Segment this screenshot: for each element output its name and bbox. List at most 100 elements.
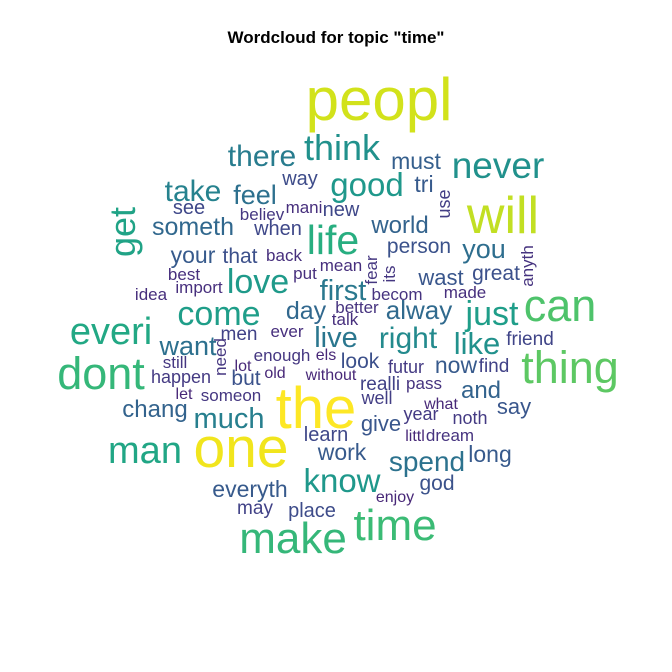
word-day: day [286,297,327,325]
word-futur: futur [388,357,424,377]
word-there: there [228,140,296,173]
word-come: come [177,295,260,333]
word-first: first [320,275,367,307]
word-must: must [391,148,441,174]
word-anyth: anyth [518,245,537,287]
word-well: well [360,388,392,408]
word-like: like [454,326,501,361]
word-you: you [462,234,506,264]
word-year: year [403,404,438,424]
word-need: need [211,338,230,376]
word-made: made [444,283,487,302]
word-work: work [317,439,367,465]
word-time: time [353,501,436,550]
word-love: love [227,263,289,301]
word-import: import [175,278,223,297]
word-great: great [472,262,520,285]
word-without: without [305,367,357,384]
word-someon: someon [201,386,261,405]
word-idea: idea [135,285,168,304]
word-dream: dream [426,426,474,445]
word-take: take [165,175,222,208]
word-someth: someth [152,213,234,241]
word-everi: everi [70,311,152,353]
word-what: what [423,396,458,413]
word-the: the [276,376,357,441]
word-mean: mean [320,256,363,275]
word-believ: believ [240,205,285,224]
word-your: your [171,242,216,268]
word-let: let [176,386,193,403]
word-when: when [253,218,302,240]
word-mani: mani [286,198,323,217]
word-will: will [466,187,539,245]
word-thing: thing [521,342,619,393]
word-make: make [239,514,347,563]
word-good: good [330,166,403,203]
word-happen: happen [151,367,211,387]
word-els: els [316,347,336,364]
word-life: life [307,217,359,263]
word-just: just [465,295,519,333]
word-god: god [419,472,454,495]
word-and: and [461,377,501,404]
word-use: use [434,189,454,218]
word-look: look [341,350,380,373]
word-can: can [524,280,597,331]
word-noth: noth [452,408,487,428]
chart-title: Wordcloud for topic "time" [227,28,445,47]
word-littl: littl [405,428,425,445]
word-tri: tri [414,171,433,197]
word-back: back [266,246,302,265]
word-live: live [314,322,358,354]
word-may: may [237,498,273,519]
word-everyth: everyth [212,476,287,502]
word-friend: friend [506,329,554,350]
word-say: say [497,394,531,419]
word-man: man [108,430,182,472]
word-its: its [380,266,399,283]
word-pass: pass [406,374,442,393]
word-enough: enough [254,346,311,365]
word-alway: alway [386,295,452,325]
word-give: give [361,411,401,436]
word-chang: chang [122,396,187,423]
word-best: best [168,265,200,284]
word-right: right [379,322,438,355]
word-one: one [193,416,288,480]
word-learn: learn [304,424,348,446]
word-think: think [304,127,381,168]
word-old: old [264,365,285,382]
word-men: men [221,324,258,345]
word-spend: spend [389,446,465,477]
word-talk: talk [332,310,359,329]
word-enjoy: enjoy [376,489,414,506]
word-get: get [102,207,143,257]
word-place: place [288,500,336,522]
word-much: much [194,403,265,435]
word-person: person [387,235,451,258]
word-want: want [158,331,217,361]
word-put: put [293,264,317,283]
word-becom: becom [371,285,422,304]
word-wast: wast [417,265,463,290]
word-new: new [323,199,360,221]
word-that: that [222,245,257,268]
word-dont: dont [57,348,145,399]
word-feel: feel [233,180,277,210]
word-see: see [173,197,205,219]
word-realli: realli [360,374,400,395]
word-never: never [452,145,545,186]
word-know: know [303,462,380,499]
word-long: long [468,441,511,467]
word-way: way [281,168,318,190]
word-still: still [163,353,188,372]
word-fear: fear [362,255,381,285]
word-find: find [479,356,510,377]
word-now: now [435,352,478,378]
word-world: world [370,212,428,239]
word-better: better [335,298,379,317]
word-peopl: peopl [306,66,453,133]
